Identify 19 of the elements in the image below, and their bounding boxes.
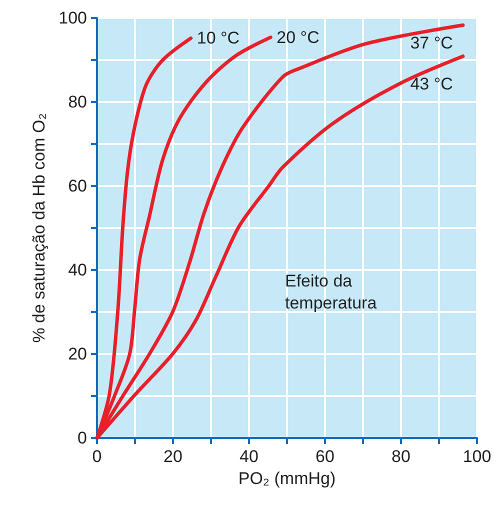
series-label: 20 °C <box>276 28 320 47</box>
x-tick-label: 60 <box>316 447 334 466</box>
y-axis-title: % de saturação da Hb com O₂ <box>30 113 49 343</box>
y-tick-label: 0 <box>78 428 87 448</box>
x-tick-label: 80 <box>392 447 410 466</box>
x-tick-label: 20 <box>164 447 182 466</box>
x-tick-label: 0 <box>92 447 102 466</box>
y-tick-label: 100 <box>58 8 87 28</box>
annotation: Efeito da temperatura <box>285 272 378 312</box>
series-label: 43 °C <box>410 74 453 94</box>
y-tick-label: 80 <box>68 92 87 112</box>
series-label: 10 °C <box>196 28 240 48</box>
series-label: 37 °C <box>410 34 453 53</box>
x-tick-label: 40 <box>240 447 258 466</box>
x-axis-title: PO₂ (mmHg) <box>238 469 336 488</box>
y-tick-label: 60 <box>68 176 87 196</box>
x-tick-label: 100 <box>462 447 492 466</box>
y-tick-label: 20 <box>68 344 87 364</box>
y-tick-label: 40 <box>68 260 87 280</box>
